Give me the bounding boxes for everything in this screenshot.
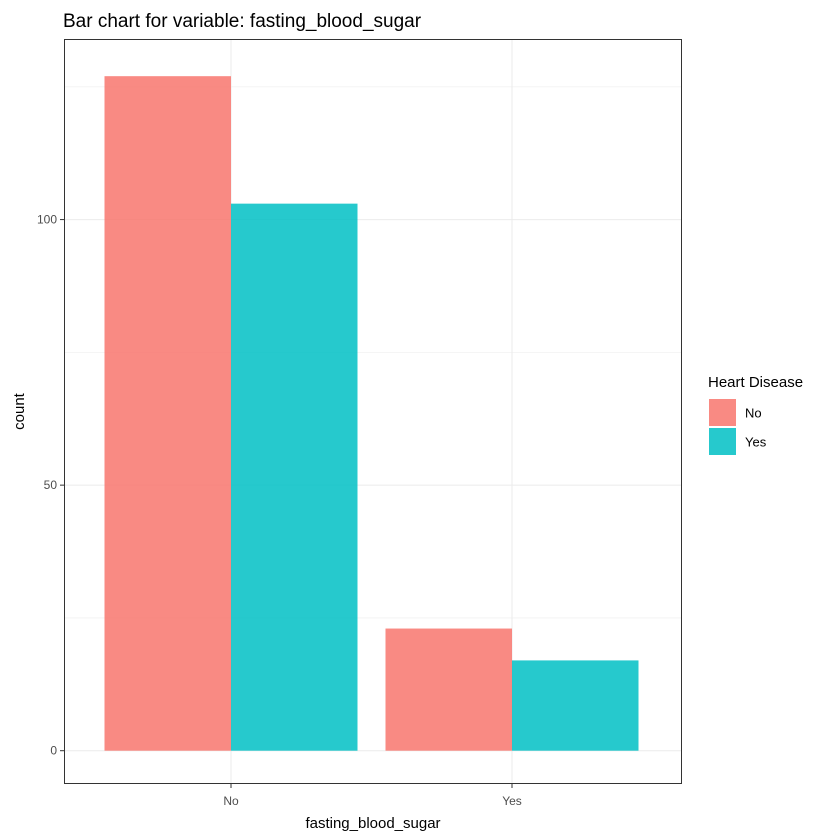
bar-yes-yes	[512, 660, 639, 751]
chart-title: Bar chart for variable: fasting_blood_su…	[63, 11, 422, 32]
y-tick-label: 100	[37, 213, 57, 227]
bar-yes-no	[385, 628, 512, 751]
y-tick-label: 50	[44, 478, 58, 492]
x-axis: No Yes	[223, 784, 522, 808]
legend-label-yes: Yes	[745, 435, 767, 450]
legend-title: Heart Disease	[708, 374, 803, 391]
bar-no-yes	[231, 203, 358, 751]
plot-area	[64, 39, 682, 784]
x-tick-label: No	[223, 794, 239, 808]
bars	[104, 76, 639, 751]
x-axis-title: fasting_blood_sugar	[305, 815, 440, 832]
y-tick-label: 0	[50, 744, 57, 758]
bar-no-no	[104, 76, 231, 751]
y-axis-title: count	[11, 392, 28, 430]
legend: Heart Disease No Yes	[708, 374, 803, 455]
legend-label-no: No	[745, 406, 762, 421]
y-axis: 0 50 100	[37, 213, 64, 758]
legend-items: No Yes	[709, 399, 767, 455]
plot-border	[64, 39, 682, 784]
legend-key-no	[709, 399, 736, 426]
legend-key-yes	[709, 428, 736, 455]
x-tick-label: Yes	[502, 794, 522, 808]
